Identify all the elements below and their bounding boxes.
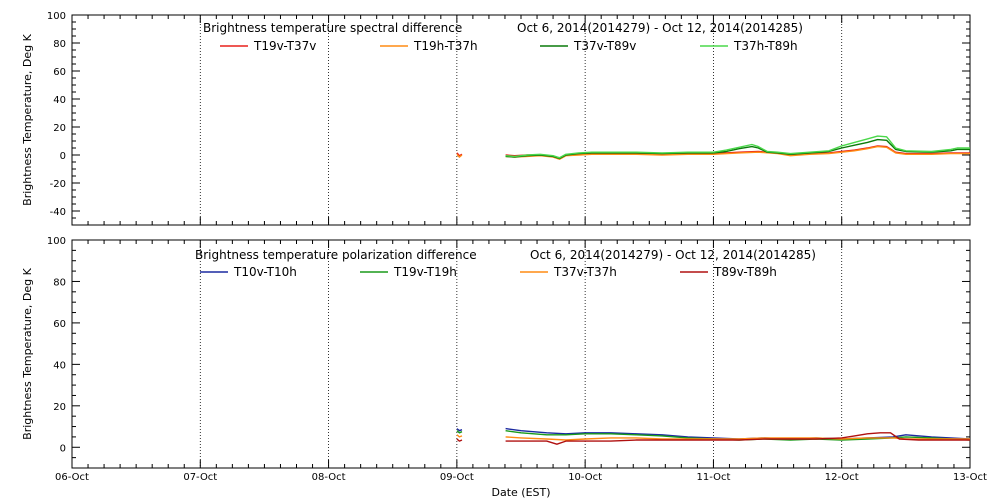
series-line-T89v-T89h <box>456 432 970 445</box>
chart-title: Brightness temperature spectral differen… <box>203 21 462 35</box>
x-tick-label: 08-Oct <box>312 472 346 483</box>
y-axis-label: Brightness Temperature, Deg K <box>21 267 34 439</box>
y-tick-label: 60 <box>53 319 66 330</box>
legend-label: T19v-T37v <box>253 39 316 53</box>
spectral-difference-panel: -40 -20 0 20 40 60 80 100 Brightness Temperature… <box>21 11 971 226</box>
legend-label: T37h-T89h <box>733 39 798 53</box>
legend-label: T89v-T89h <box>713 265 777 279</box>
legend-label: T19h-T37h <box>413 39 478 53</box>
y-tick-label: 80 <box>53 39 66 50</box>
y-tick-label: 60 <box>53 67 66 78</box>
x-tick-label: 13-Oct <box>953 472 987 483</box>
legend-label: T37v-T37h <box>553 265 617 279</box>
y-axis-label: Brightness Temperature, Deg K <box>21 33 34 205</box>
y-tick-label: 100 <box>47 11 66 22</box>
plot-frame <box>71 14 971 226</box>
x-tick-label: 07-Oct <box>183 472 217 483</box>
y-tick-label: 20 <box>53 402 66 413</box>
y-tick-label: 40 <box>53 95 66 106</box>
legend-label: T10v-T10h <box>233 265 297 279</box>
x-axis-label: Date (EST) <box>491 486 550 499</box>
legend-label: T19v-T19h <box>393 265 457 279</box>
polarization-difference-panel: 0 20 40 60 80 100 06-Oct 07-Oct 08-Oct 09-Oct 10-O… <box>21 236 987 499</box>
legend-label: T37v-T89v <box>573 39 636 53</box>
date-range: Oct 6, 2014(2014279) - Oct 12, 2014(2014… <box>530 248 816 262</box>
date-range: Oct 6, 2014(2014279) - Oct 12, 2014(2014… <box>517 21 803 35</box>
y-tick-label: 40 <box>53 360 66 371</box>
y-tick-label: 80 <box>53 277 66 288</box>
plot-frame <box>71 239 971 469</box>
x-tick-label: 10-Oct <box>568 472 602 483</box>
y-tick-label: -40 <box>50 207 66 218</box>
y-tick-label: 0 <box>60 443 66 454</box>
x-tick-label: 06-Oct <box>55 472 89 483</box>
x-tick-label: 12-Oct <box>825 472 859 483</box>
series-line-T37h-T89h <box>505 135 970 159</box>
chart-title: Brightness temperature polarization diff… <box>195 248 477 262</box>
y-tick-label: 0 <box>60 151 66 162</box>
x-tick-label: 09-Oct <box>440 472 474 483</box>
y-tick-label: -20 <box>50 179 66 190</box>
x-tick-label: 11-Oct <box>696 472 730 483</box>
y-tick-label: 20 <box>53 123 66 134</box>
y-tick-label: 100 <box>47 236 66 247</box>
